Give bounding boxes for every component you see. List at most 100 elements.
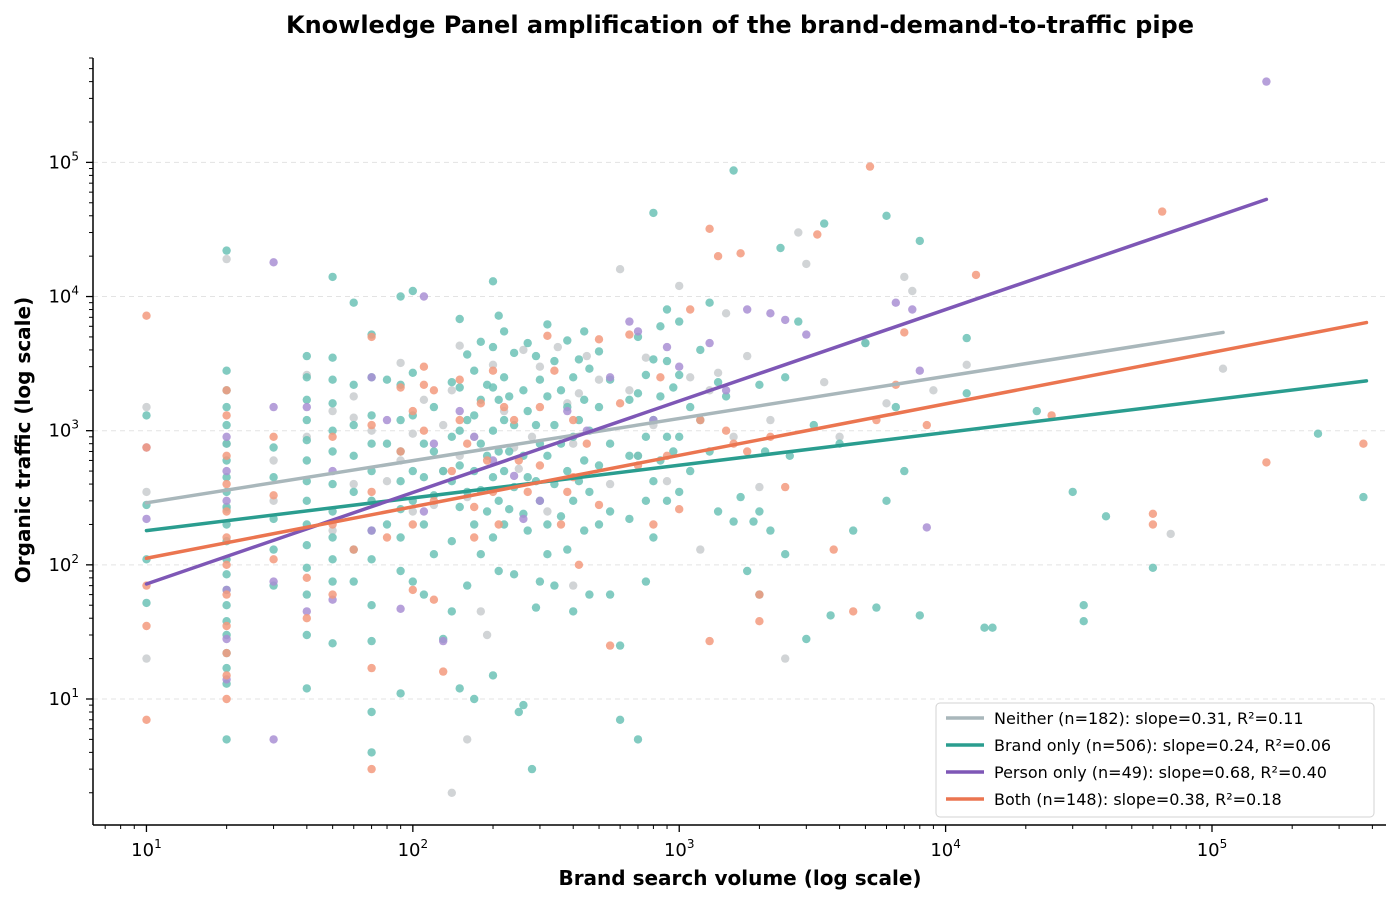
- point-brand-only-38: [302, 496, 311, 505]
- point-brand-only-29: [269, 545, 278, 554]
- point-neither-42: [569, 439, 578, 448]
- point-brand-only-112: [455, 461, 464, 470]
- point-brand-only-5: [222, 366, 231, 375]
- point-brand-only-41: [302, 563, 311, 572]
- point-person-only-22: [429, 439, 439, 448]
- point-brand-only-165: [527, 764, 537, 774]
- point-person-only-27: [509, 471, 519, 481]
- point-brand-only-122: [470, 520, 479, 529]
- point-brand-only-217: [625, 514, 634, 524]
- point-brand-only-169: [531, 603, 541, 612]
- x-axis-label: Brand search volume (log scale): [558, 866, 921, 890]
- point-brand-only-110: [455, 383, 464, 392]
- point-both-25: [349, 545, 358, 554]
- point-both-82: [705, 636, 714, 646]
- point-person-only-29: [535, 496, 545, 505]
- point-person-only-8: [269, 258, 278, 267]
- point-both-88: [755, 590, 764, 599]
- point-brand-only-214: [615, 641, 625, 650]
- point-brand-only-254: [729, 517, 738, 526]
- point-neither-44: [582, 351, 591, 361]
- point-brand-only-229: [649, 477, 658, 486]
- point-brand-only-145: [499, 373, 509, 382]
- point-brand-only-9: [222, 439, 231, 448]
- point-brand-only-114: [455, 684, 464, 693]
- point-brand-only-59: [349, 420, 358, 430]
- y-tick-label-1: 102: [48, 552, 79, 576]
- point-both-19: [269, 555, 278, 564]
- point-brand-only-46: [328, 353, 337, 362]
- point-brand-only-94: [419, 439, 429, 448]
- point-brand-only-133: [488, 342, 498, 352]
- point-both-35: [408, 520, 417, 529]
- point-brand-only-43: [302, 630, 311, 640]
- point-brand-only-78: [382, 520, 392, 529]
- fit-line-both: [144, 320, 1369, 560]
- point-neither-77: [514, 464, 523, 473]
- point-brand-only-221: [633, 735, 643, 744]
- point-both-58: [523, 487, 532, 497]
- point-neither-26: [455, 341, 464, 350]
- point-both-22: [328, 432, 337, 441]
- point-brand-only-141: [494, 447, 503, 456]
- fit-line-person-only: [144, 197, 1269, 586]
- point-both-36: [408, 585, 417, 595]
- point-both-79: [686, 305, 695, 314]
- point-both-94: [849, 607, 858, 616]
- point-brand-only-174: [543, 320, 552, 329]
- point-brand-only-87: [396, 689, 405, 698]
- point-brand-only-291: [1148, 563, 1158, 572]
- point-brand-only-156: [514, 707, 523, 717]
- point-person-only-16: [367, 373, 376, 382]
- point-brand-only-132: [488, 277, 498, 286]
- point-brand-only-232: [656, 392, 665, 401]
- point-brand-only-201: [585, 364, 594, 373]
- point-brand-only-252: [721, 392, 731, 401]
- point-neither-74: [1218, 364, 1228, 373]
- point-neither-64: [802, 259, 811, 269]
- point-brand-only-286: [1032, 406, 1042, 416]
- point-brand-only-61: [349, 487, 358, 497]
- point-brand-only-257: [749, 517, 758, 526]
- point-brand-only-246: [696, 345, 705, 355]
- point-brand-only-266: [785, 451, 794, 460]
- point-brand-only-142: [494, 496, 503, 505]
- point-both-28: [367, 487, 376, 497]
- point-both-69: [594, 335, 604, 344]
- point-person-only-9: [269, 402, 278, 412]
- point-neither-0: [142, 487, 151, 497]
- point-brand-only-49: [328, 426, 337, 435]
- point-brand-only-34: [302, 415, 311, 425]
- point-both-62: [550, 366, 559, 375]
- point-brand-only-204: [585, 590, 594, 599]
- point-both-32: [396, 383, 405, 392]
- point-both-13: [222, 621, 231, 631]
- point-brand-only-255: [736, 492, 745, 502]
- point-neither-73: [1166, 529, 1175, 539]
- point-brand-only-26: [269, 443, 278, 452]
- point-brand-only-79: [396, 292, 405, 301]
- point-brand-only-293: [1359, 492, 1368, 502]
- point-brand-only-11: [222, 473, 231, 482]
- point-both-34: [408, 406, 417, 416]
- point-brand-only-101: [429, 550, 439, 559]
- point-brand-only-54: [328, 555, 337, 564]
- point-person-only-20: [419, 292, 429, 301]
- point-brand-only-211: [605, 507, 615, 516]
- point-both-81: [705, 224, 714, 233]
- point-brand-only-8: [222, 420, 231, 430]
- point-both-44: [447, 466, 456, 476]
- point-brand-only-264: [781, 373, 790, 382]
- y-tick-label-0: 101: [48, 686, 79, 710]
- point-person-only-47: [922, 523, 931, 532]
- point-brand-only-231: [656, 322, 665, 331]
- point-brand-only-263: [776, 243, 785, 253]
- point-neither-11: [328, 406, 337, 416]
- point-brand-only-7: [222, 402, 231, 412]
- point-brand-only-3: [142, 598, 151, 608]
- point-brand-only-189: [563, 545, 572, 554]
- point-brand-only-71: [367, 555, 376, 564]
- point-both-17: [269, 432, 278, 441]
- point-brand-only-166: [531, 351, 541, 361]
- point-brand-only-126: [476, 439, 485, 448]
